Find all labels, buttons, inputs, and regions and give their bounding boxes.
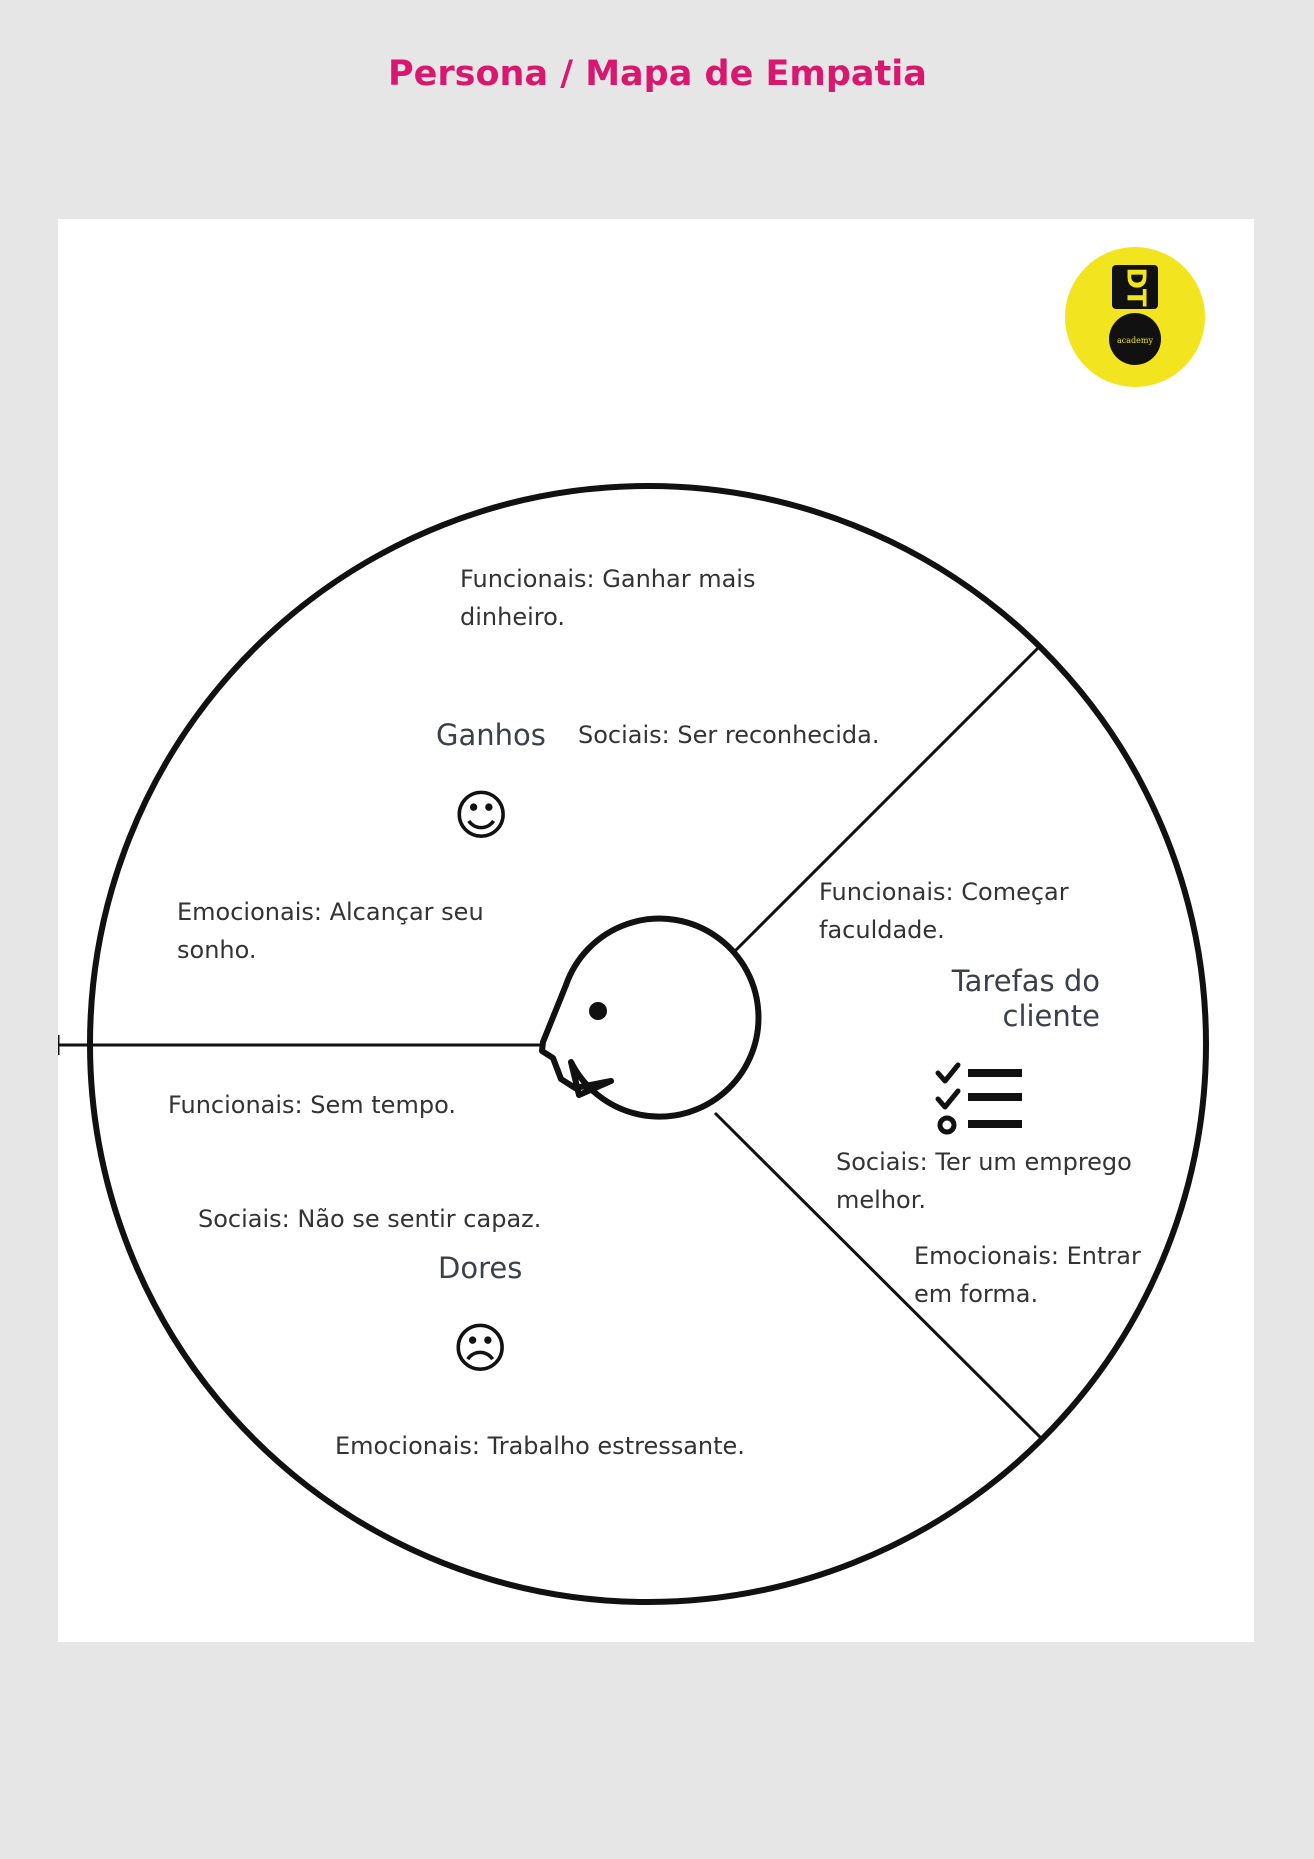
dores-heading: Dores bbox=[438, 1251, 523, 1285]
tarefas-heading: Tarefas do cliente bbox=[951, 964, 1100, 1033]
divider-lower-right bbox=[713, 1111, 1043, 1440]
smiley-face-icon: ☺ bbox=[453, 784, 510, 847]
dores-funcionais: Funcionais: Sem tempo. bbox=[168, 1091, 456, 1119]
dores-emocionais: Emocionais: Trabalho estressante. bbox=[335, 1432, 745, 1460]
persona-eye bbox=[589, 1002, 607, 1020]
divider-upper-right bbox=[724, 643, 1043, 962]
dores-sociais: Sociais: Não se sentir capaz. bbox=[198, 1205, 542, 1233]
checklist-icon bbox=[935, 1062, 1022, 1135]
ganhos-sociais: Sociais: Ser reconhecida. bbox=[578, 721, 880, 749]
tarefas-funcionais: Funcionais: Começar faculdade. bbox=[819, 878, 1069, 944]
ganhos-funcionais: Funcionais: Ganhar mais dinheiro. bbox=[460, 565, 756, 631]
empathy-map-canvas: DT academy Funcionais: Ganhar mais dinhe… bbox=[58, 219, 1254, 1642]
empathy-map-diagram: DT academy bbox=[58, 247, 1209, 1605]
logo-text-sub: academy bbox=[1117, 336, 1153, 345]
persona-head-icon bbox=[539, 915, 762, 1120]
page-title: Persona / Mapa de Empatia bbox=[388, 54, 927, 94]
dt-academy-logo: DT academy bbox=[1065, 247, 1205, 387]
ganhos-emocionais: Emocionais: Alcançar seu sonho. bbox=[177, 898, 484, 964]
ganhos-heading: Ganhos bbox=[436, 718, 546, 752]
logo-text-main: DT bbox=[1121, 267, 1151, 307]
sad-face-icon: ☹ bbox=[452, 1317, 509, 1380]
tarefas-sociais: Sociais: Ter um emprego melhor. bbox=[836, 1148, 1132, 1214]
tarefas-emocionais: Emocionais: Entrar em forma. bbox=[914, 1242, 1141, 1308]
